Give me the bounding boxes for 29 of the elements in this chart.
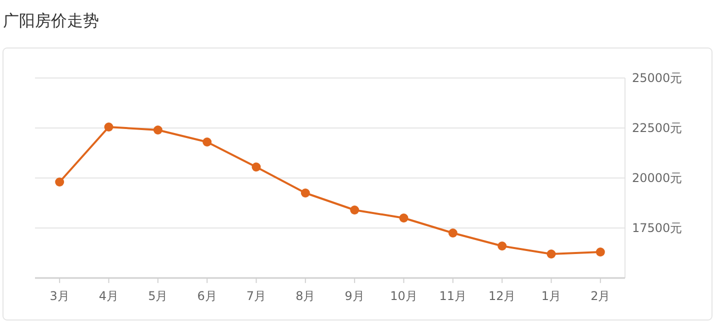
point [596, 248, 605, 256]
x-tick-label: 9月 [344, 289, 364, 303]
y-tick-label: 20000元 [632, 171, 682, 186]
point [104, 122, 114, 132]
x-tick-label: 4月 [98, 289, 119, 303]
x-tick-label: 6月 [197, 289, 217, 303]
point [448, 228, 458, 238]
x-tick-label: 12月 [488, 289, 516, 303]
x-tick-label: 11月 [439, 289, 467, 303]
point [202, 138, 212, 146]
point [55, 178, 64, 186]
x-tick-label: 7月 [246, 289, 266, 303]
x-tick-label: 5月 [148, 289, 168, 303]
point [300, 188, 310, 198]
y-tick-label: 17500元 [632, 221, 682, 236]
y-tick-label: 25000元 [632, 71, 682, 86]
point [498, 242, 507, 250]
x-tick-label: 1月 [541, 289, 562, 303]
point [399, 214, 408, 222]
x-tick-label: 2月 [590, 289, 610, 303]
x-tick-label: 8月 [296, 289, 316, 303]
point [546, 250, 556, 258]
chart-title: 广阳房价走势 [3, 11, 99, 30]
point [252, 162, 261, 172]
y-tick-label: 22500元 [632, 121, 682, 136]
point [153, 126, 162, 134]
x-tick-label: 3月 [50, 289, 70, 303]
point [350, 206, 360, 214]
x-tick-label: 10月 [390, 289, 418, 303]
